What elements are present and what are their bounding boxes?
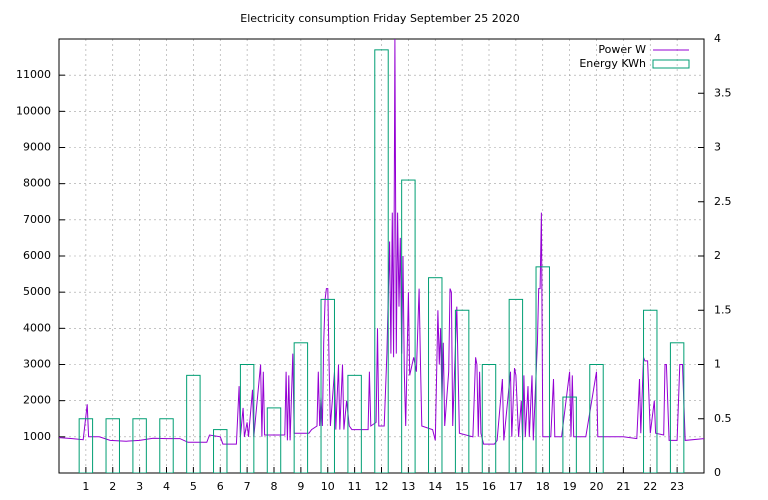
legend-label: Energy KWh [579,57,646,70]
x-tick-label: 1 [82,480,89,493]
x-tick-label: 2 [109,480,116,493]
x-tick-label: 16 [482,480,496,493]
energy-box [535,266,550,473]
y-tick-label: 11000 [16,68,51,81]
energy-box [159,418,174,473]
x-tick-label: 8 [271,480,278,493]
x-tick-label: 6 [217,480,224,493]
y2-tick-label: 1 [714,358,721,371]
energy-box [428,277,443,473]
y-tick-label: 3000 [23,358,51,371]
y-tick-label: 9000 [23,141,51,154]
x-tick-label: 7 [244,480,251,493]
energy-box [454,309,470,473]
x-tick-label: 14 [428,480,442,493]
legend-label: Power W [598,43,646,56]
chart-title: Electricity consumption Friday September… [240,12,519,25]
energy-box [78,418,94,473]
x-tick-label: 3 [136,480,143,493]
y2-tick-label: 4 [714,32,721,45]
y2-tick-label: 2 [714,249,721,262]
x-tick-label: 20 [590,480,604,493]
y-tick-label: 5000 [23,285,51,298]
y2-tick-label: 3.5 [714,86,732,99]
energy-box [213,429,228,473]
power-line [59,39,704,445]
energy-box [401,179,416,473]
x-tick-label: 19 [563,480,577,493]
x-tick-label: 22 [643,480,657,493]
x-tick-label: 12 [375,480,389,493]
x-tick-label: 13 [401,480,415,493]
plot-area [59,39,704,473]
energy-box [589,364,604,473]
y2-tick-label: 0.5 [714,412,732,425]
y-tick-label: 4000 [23,321,51,334]
energy-box [266,407,282,473]
energy-box [132,418,147,473]
x-tick-label: 10 [321,480,335,493]
energy-box [320,298,335,473]
y-tick-label: 1000 [23,430,51,443]
x-tick-label: 15 [455,480,469,493]
x-tick-label: 11 [348,480,362,493]
energy-box [347,374,362,473]
x-tick-label: 17 [509,480,523,493]
y-tick-label: 6000 [23,249,51,262]
x-tick-label: 23 [670,480,684,493]
x-tick-label: 4 [163,480,170,493]
energy-box [481,364,497,473]
energy-box [239,364,255,473]
energy-box [508,298,524,473]
x-tick-label: 5 [190,480,197,493]
y2-tick-label: 0 [714,466,721,479]
energy-box [374,49,389,473]
x-tick-label: 18 [536,480,550,493]
x-tick-label: 21 [616,480,630,493]
y-tick-label: 10000 [16,104,51,117]
energy-box [105,418,120,473]
y2-tick-label: 1.5 [714,303,732,316]
energy-box [293,342,309,473]
energy-box [562,396,577,473]
energy-box [669,342,685,473]
y-tick-label: 7000 [23,213,51,226]
x-tick-label: 9 [297,480,304,493]
legend-swatch [652,59,690,69]
y-tick-label: 8000 [23,177,51,190]
y-tick-label: 2000 [23,394,51,407]
y2-tick-label: 2.5 [714,195,732,208]
y2-tick-label: 3 [714,141,721,154]
energy-box [186,374,201,473]
energy-box [643,309,658,473]
